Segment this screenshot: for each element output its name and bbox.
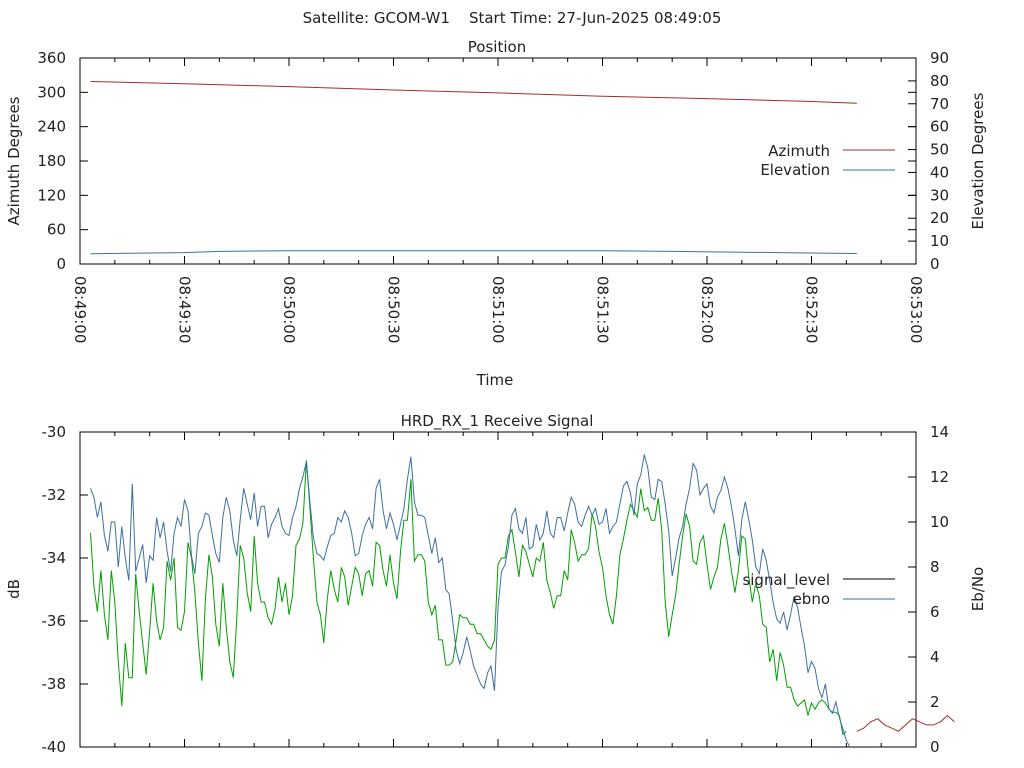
y-tick-label: 60 [47, 221, 66, 239]
signal-legend: signal_level ebno [742, 571, 895, 608]
y-tick-label: 300 [37, 83, 66, 101]
y-tick-label: 180 [37, 152, 66, 170]
x-tick-label: 08:49:30 [176, 276, 194, 343]
position-y-axis: 0 60 120 180 240 300 360 [37, 49, 916, 273]
y2-tick-label: 6 [930, 603, 940, 621]
y2-tick-label: 40 [930, 163, 949, 181]
y2-tick-label: 10 [930, 513, 949, 531]
position-x-axis: 08:49:00 08:49:30 08:50:00 08:50:30 08:51:00… [71, 58, 925, 343]
y2-tick-label: 10 [930, 232, 949, 250]
position-y2-axis-label: Elevation Degrees [969, 92, 987, 229]
y2-tick-label: 8 [930, 558, 940, 576]
y2-tick-label: 4 [930, 648, 940, 666]
legend-label-azimuth: Azimuth [768, 142, 830, 160]
y-tick-label: -38 [42, 675, 67, 693]
y-tick-label: -36 [42, 612, 67, 630]
y2-tick-label: 0 [930, 738, 940, 756]
signal-y-axis: -40 -38 -36 -34 -32 -30 [42, 423, 88, 756]
y-tick-label: 240 [37, 118, 66, 136]
legend-label-elevation: Elevation [760, 161, 830, 179]
signal-chart: HRD_RX_1 Receive Signal -40-38-36-34-32-… [5, 412, 987, 756]
y-tick-label: 120 [37, 186, 66, 204]
position-chart-title: Position [468, 38, 526, 56]
x-tick-label: 08:50:30 [385, 276, 403, 343]
series-line-signal-level-loss [856, 714, 955, 732]
signal-y-axis-label: dB [5, 579, 23, 599]
position-series [90, 81, 857, 255]
position-y2-axis: 0 10 20 30 40 50 60 70 80 90 [908, 49, 949, 273]
y2-tick-label: 2 [930, 693, 940, 711]
y-tick-label: -32 [42, 486, 67, 504]
y2-tick-label: 0 [930, 255, 940, 273]
x-tick-label: 08:50:00 [280, 276, 298, 343]
y2-tick-label: 30 [930, 186, 949, 204]
y-tick-label: -34 [42, 549, 67, 567]
y-tick-label: 360 [37, 49, 66, 67]
signal-plot-frame [79, 431, 917, 748]
series-line-azimuth [90, 81, 857, 104]
figure-header: Satellite: GCOM-W1 Start Time: 27-Jun-20… [303, 9, 722, 27]
y2-tick-label: 60 [930, 118, 949, 136]
y2-tick-label: 12 [930, 468, 949, 486]
signal-y2-axis-label: Eb/No [969, 567, 987, 611]
y2-tick-label: 50 [930, 141, 949, 159]
x-tick-label: 08:49:00 [71, 276, 89, 343]
y-tick-label: -30 [42, 423, 67, 441]
position-x-axis-label: Time [476, 371, 514, 389]
signal-x-axis [79, 432, 917, 747]
y2-tick-label: 80 [930, 72, 949, 90]
y2-tick-label: 90 [930, 49, 949, 67]
signal-y2-axis: 0 2 4 6 8 10 12 14 [908, 423, 949, 756]
position-y-axis-label: Azimuth Degrees [5, 96, 23, 225]
series-line-ebno [90, 454, 851, 748]
legend-label-signal-level: signal_level [742, 571, 830, 590]
x-tick-label: 08:52:30 [803, 276, 821, 343]
y2-tick-label: 70 [930, 95, 949, 113]
y2-tick-label: 20 [930, 209, 949, 227]
y-tick-label: 0 [56, 255, 66, 273]
position-chart: Position 0 60 120 180 240 300 360 0 10 20 30 40 50 6… [5, 38, 987, 389]
signal-chart-title: HRD_RX_1 Receive Signal [401, 412, 594, 431]
series-line-elevation [90, 250, 857, 255]
position-legend: Azimuth Elevation [760, 142, 895, 179]
signal-series [90, 454, 955, 748]
x-tick-label: 08:52:00 [698, 276, 716, 343]
x-tick-label: 08:51:30 [594, 276, 612, 343]
series-line-signal-level [90, 460, 847, 736]
x-tick-label: 08:51:00 [489, 276, 507, 343]
x-tick-label: 08:53:00 [907, 276, 925, 343]
y-tick-label: -40 [42, 738, 67, 756]
legend-label-ebno: ebno [793, 590, 830, 608]
y2-tick-label: 14 [930, 423, 949, 441]
